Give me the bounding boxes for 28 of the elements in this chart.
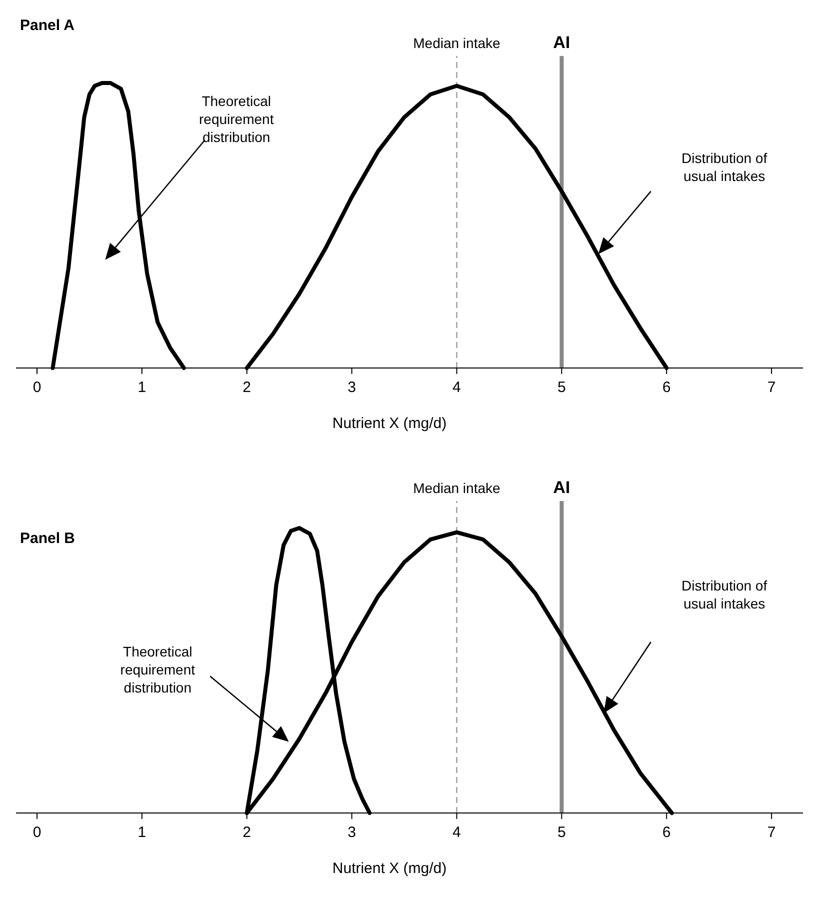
chart-title: Panel B	[20, 530, 76, 547]
x-tick-label: 2	[242, 824, 252, 841]
x-tick-label: 3	[348, 379, 356, 396]
x-axis-title: Nutrient X (mg/d)	[332, 415, 447, 432]
x-axis-title: Nutrient X (mg/d)	[332, 860, 447, 877]
ref-line-label: AI	[553, 478, 570, 497]
x-tick-label: 0	[32, 379, 42, 396]
ref-line-label: AI	[553, 33, 570, 52]
ref-line-label: Median intake	[413, 480, 501, 496]
annotation: Theoretical requirement distribution	[120, 643, 196, 696]
x-tick-label: 1	[138, 379, 146, 396]
chart-title: Panel A	[20, 17, 75, 34]
x-tick-label: 0	[32, 824, 42, 841]
x-tick-label: 3	[348, 824, 356, 841]
x-tick-label: 5	[557, 379, 566, 396]
ref-line-label: Median intake	[413, 35, 501, 51]
x-tick-label: 2	[242, 379, 252, 396]
x-tick-label: 4	[452, 824, 461, 841]
annotation: Distribution of usual intakes	[682, 150, 768, 184]
x-tick-label: 6	[662, 824, 671, 841]
annotation: Distribution of usual intakes	[682, 578, 768, 612]
annotation: Theoretical requirement distribution	[199, 92, 274, 145]
x-tick-label: 6	[662, 379, 671, 396]
x-tick-label: 7	[767, 824, 776, 841]
x-tick-label: 5	[557, 824, 566, 841]
x-tick-label: 1	[138, 824, 146, 841]
x-tick-label: 7	[767, 379, 776, 396]
x-tick-label: 4	[452, 379, 461, 396]
